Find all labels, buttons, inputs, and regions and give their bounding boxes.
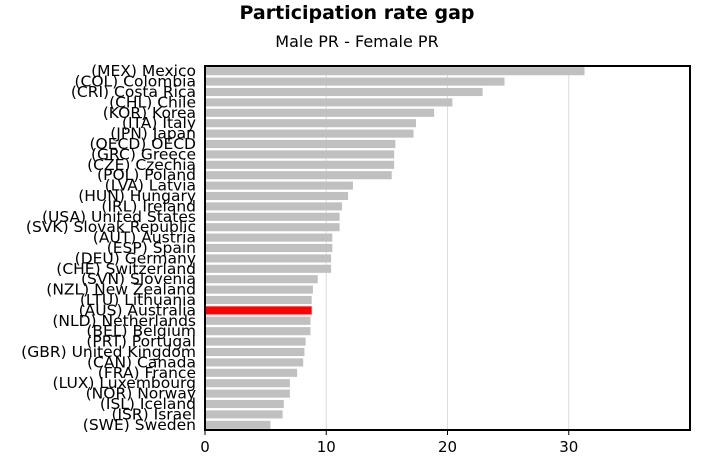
- category-label: (ITA) Italy: [122, 114, 196, 132]
- category-label: (NZL) New Zealand: [46, 281, 196, 299]
- category-label: (MEX) Mexico: [91, 62, 196, 80]
- category-label: (CZE) Czechia: [87, 156, 196, 174]
- bar: [205, 139, 396, 149]
- x-tick-label: 0: [200, 438, 210, 456]
- bar: [205, 379, 290, 388]
- category-label: (CHL) Chile: [109, 93, 196, 111]
- bar: [205, 160, 395, 169]
- bar: [205, 337, 306, 346]
- bar: [205, 399, 284, 409]
- bar: [205, 254, 332, 263]
- plot-frame: [204, 65, 691, 431]
- category-label: (SVN) Slovenia: [81, 270, 196, 288]
- bar: [205, 327, 311, 336]
- x-tick-label: 10: [317, 438, 336, 456]
- bar: [205, 77, 505, 86]
- chart-title: Participation rate gap: [239, 2, 475, 24]
- category-label: (CRI) Costa Rica: [71, 83, 196, 101]
- bar: [205, 150, 395, 159]
- category-label: (FRA) France: [98, 364, 196, 382]
- chart-subtitle: Male PR - Female PR: [275, 32, 439, 51]
- category-label: (LVA) Latvia: [105, 177, 196, 195]
- category-label: (BEL) Belgium: [86, 322, 196, 340]
- category-label: (LTU) Lithuania: [80, 291, 196, 309]
- category-label: (NOR) Norway: [86, 385, 196, 403]
- category-label: (GBR) United Kingdom: [21, 343, 196, 361]
- bar: [205, 212, 340, 221]
- bar: [205, 129, 414, 138]
- category-label: (HUN) Hungary: [78, 187, 196, 205]
- category-label: (PRT) Portugal: [86, 333, 196, 351]
- category-label: (OECD) OECD: [89, 135, 196, 153]
- bar: [205, 264, 332, 273]
- category-label: (ESP) Spain: [107, 239, 196, 257]
- category-labels: (MEX) Mexico(COL) Colombia(CRI) Costa Ri…: [21, 62, 196, 434]
- bar: [205, 358, 304, 367]
- category-label: (SVK) Slovak Republic: [26, 218, 196, 236]
- category-label: (CHE) Switzerland: [56, 260, 196, 278]
- bar: [205, 285, 313, 294]
- bar: [205, 243, 333, 253]
- bar: [205, 87, 483, 97]
- bar: [205, 295, 312, 305]
- bar: [205, 275, 318, 284]
- category-label: (ISL) Iceland: [100, 395, 196, 413]
- category-label: (AUT) Austria: [93, 229, 196, 247]
- bar: [205, 410, 283, 419]
- x-axis-ticks: 0 10 20 30: [200, 430, 578, 456]
- bar: [205, 306, 312, 315]
- category-label: (NLD) Netherlands: [52, 312, 196, 330]
- category-label: (KOR) Korea: [103, 104, 196, 122]
- category-label: (AUS) Australia: [79, 301, 196, 319]
- bar: [205, 223, 340, 232]
- category-label: (POL) Poland: [97, 166, 196, 184]
- bar: [205, 171, 392, 180]
- bar: [205, 98, 453, 107]
- category-label: (LUX) Luxembourg: [53, 374, 196, 392]
- category-label: (COL) Colombia: [74, 73, 196, 91]
- x-tick-label: 30: [559, 438, 578, 456]
- bar: [205, 191, 349, 201]
- bar: [205, 202, 343, 211]
- category-label: (GRC) Greece: [91, 145, 196, 163]
- category-label: (DEU) Germany: [75, 249, 196, 267]
- category-label: (ISR) Israel: [111, 405, 196, 423]
- bar: [205, 389, 290, 398]
- bar: [205, 181, 353, 190]
- bar: [205, 316, 311, 325]
- bar: [205, 233, 333, 242]
- category-label: (CAN) Canada: [87, 353, 196, 371]
- bar: [205, 108, 435, 117]
- bar-series: [205, 67, 585, 429]
- category-label: (USA) United States: [42, 208, 196, 226]
- category-label: (IRL) Ireland: [101, 197, 196, 215]
- bar: [205, 119, 416, 128]
- x-tick-label: 20: [438, 438, 457, 456]
- category-label: (SWE) Sweden: [83, 416, 196, 434]
- bar: [205, 420, 271, 429]
- category-label: (JPN) Japan: [110, 125, 196, 143]
- bar: [205, 67, 585, 76]
- bar: [205, 347, 305, 357]
- bar: [205, 368, 298, 377]
